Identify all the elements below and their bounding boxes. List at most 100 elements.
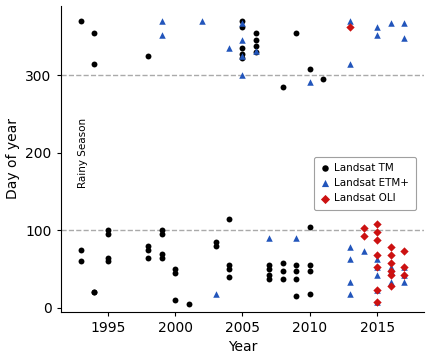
Landsat TM — [91, 30, 98, 36]
Landsat TM — [307, 66, 313, 72]
Landsat TM — [104, 231, 111, 237]
Landsat OLI — [347, 24, 354, 30]
Landsat OLI — [387, 268, 394, 274]
Landsat ETM+ — [401, 272, 408, 278]
Landsat OLI — [387, 244, 394, 250]
Landsat ETM+ — [158, 18, 165, 24]
Landsat ETM+ — [252, 48, 259, 53]
Landsat ETM+ — [239, 53, 246, 59]
Landsat ETM+ — [360, 248, 367, 254]
Landsat TM — [77, 18, 84, 24]
Landsat ETM+ — [401, 20, 408, 26]
Landsat TM — [293, 268, 300, 274]
Landsat TM — [266, 276, 273, 282]
Landsat ETM+ — [212, 291, 219, 297]
Landsat TM — [293, 293, 300, 299]
Landsat TM — [226, 274, 233, 280]
Landsat ETM+ — [347, 18, 354, 24]
Landsat ETM+ — [347, 291, 354, 297]
Landsat TM — [307, 224, 313, 229]
Landsat OLI — [401, 272, 408, 278]
Landsat TM — [91, 289, 98, 295]
Landsat ETM+ — [347, 61, 354, 67]
Landsat TM — [104, 228, 111, 233]
Landsat TM — [320, 76, 327, 82]
Landsat ETM+ — [374, 287, 381, 293]
Landsat ETM+ — [374, 24, 381, 30]
Landsat ETM+ — [374, 256, 381, 262]
Landsat TM — [158, 228, 165, 233]
Landsat TM — [239, 55, 246, 61]
Landsat OLI — [374, 229, 381, 235]
Y-axis label: Day of year: Day of year — [6, 118, 19, 199]
Legend: Landsat TM, Landsat ETM+, Landsat OLI: Landsat TM, Landsat ETM+, Landsat OLI — [313, 157, 416, 210]
Landsat TM — [239, 51, 246, 57]
Landsat TM — [239, 45, 246, 51]
Landsat ETM+ — [374, 32, 381, 38]
Landsat ETM+ — [387, 279, 394, 285]
Landsat TM — [104, 255, 111, 260]
Landsat OLI — [401, 248, 408, 254]
Landsat TM — [280, 260, 286, 266]
Landsat OLI — [374, 299, 381, 305]
Landsat ETM+ — [401, 264, 408, 270]
Landsat TM — [77, 247, 84, 253]
X-axis label: Year: Year — [228, 341, 257, 355]
Landsat TM — [239, 18, 246, 24]
Landsat TM — [226, 216, 233, 222]
Landsat TM — [158, 255, 165, 260]
Landsat TM — [144, 247, 151, 253]
Landsat ETM+ — [374, 272, 381, 278]
Landsat TM — [144, 243, 151, 249]
Landsat ETM+ — [401, 279, 408, 285]
Landsat TM — [172, 270, 178, 276]
Landsat ETM+ — [347, 279, 354, 285]
Landsat TM — [293, 30, 300, 36]
Landsat OLI — [374, 287, 381, 293]
Landsat ETM+ — [266, 235, 273, 241]
Landsat OLI — [360, 233, 367, 239]
Landsat TM — [293, 276, 300, 282]
Landsat ETM+ — [199, 18, 206, 24]
Landsat OLI — [401, 264, 408, 270]
Landsat TM — [172, 266, 178, 272]
Landsat TM — [239, 24, 246, 30]
Landsat ETM+ — [374, 299, 381, 305]
Landsat ETM+ — [347, 244, 354, 250]
Landsat TM — [307, 268, 313, 274]
Landsat TM — [252, 30, 259, 36]
Landsat OLI — [387, 252, 394, 258]
Landsat OLI — [387, 260, 394, 266]
Landsat TM — [91, 289, 98, 295]
Landsat ETM+ — [239, 37, 246, 43]
Landsat ETM+ — [307, 79, 313, 85]
Landsat OLI — [387, 272, 394, 278]
Landsat ETM+ — [239, 72, 246, 78]
Landsat OLI — [360, 225, 367, 231]
Landsat TM — [104, 258, 111, 264]
Landsat OLI — [374, 237, 381, 243]
Landsat TM — [252, 37, 259, 43]
Landsat OLI — [374, 252, 381, 258]
Text: Rainy Season: Rainy Season — [78, 118, 89, 188]
Landsat TM — [293, 262, 300, 268]
Landsat ETM+ — [374, 264, 381, 270]
Landsat TM — [266, 262, 273, 268]
Landsat TM — [307, 291, 313, 297]
Landsat ETM+ — [158, 32, 165, 38]
Landsat ETM+ — [387, 20, 394, 26]
Landsat TM — [172, 297, 178, 303]
Landsat TM — [144, 53, 151, 59]
Landsat TM — [307, 262, 313, 268]
Landsat TM — [226, 266, 233, 272]
Landsat TM — [185, 301, 192, 307]
Landsat TM — [158, 251, 165, 257]
Landsat TM — [266, 266, 273, 272]
Landsat ETM+ — [401, 35, 408, 41]
Landsat OLI — [374, 221, 381, 227]
Landsat TM — [144, 255, 151, 260]
Landsat TM — [280, 276, 286, 282]
Landsat ETM+ — [387, 268, 394, 274]
Landsat ETM+ — [347, 256, 354, 262]
Landsat TM — [266, 272, 273, 278]
